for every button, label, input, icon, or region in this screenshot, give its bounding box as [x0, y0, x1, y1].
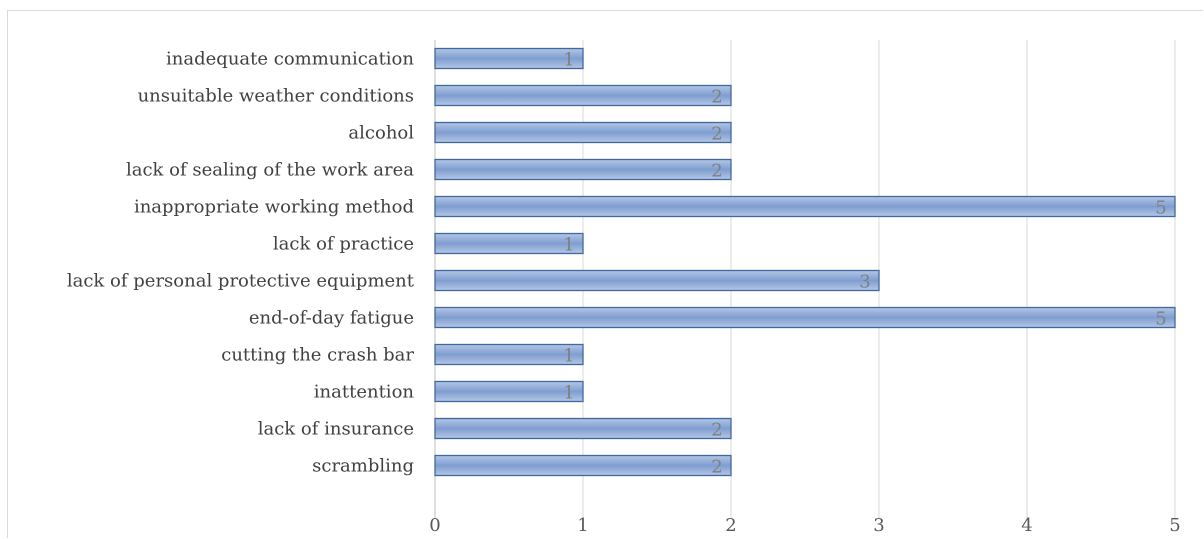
bar-8 — [434, 306, 1176, 329]
data-label: 1 — [563, 346, 574, 367]
bar-11 — [434, 417, 732, 440]
category-labels: inadequate communication unsuitable weath… — [67, 49, 415, 477]
category-label: lack of personal protective equipment — [67, 271, 415, 292]
category-label: inattention — [314, 382, 415, 403]
bar-5 — [434, 195, 1176, 218]
category-label: unsuitable weather conditions — [138, 86, 414, 107]
bar-12 — [434, 454, 732, 477]
data-label: 1 — [563, 235, 574, 256]
x-tick-label: 4 — [1021, 515, 1032, 536]
data-label: 5 — [1155, 309, 1166, 330]
bar-6 — [434, 232, 584, 255]
data-label: 2 — [711, 124, 722, 145]
x-tick-label: 5 — [1169, 515, 1180, 536]
category-label: inadequate communication — [166, 49, 414, 70]
x-tick-label: 2 — [725, 515, 736, 536]
bar-4 — [434, 158, 732, 181]
chart-frame — [7, 10, 1203, 538]
bar-1 — [434, 47, 584, 70]
category-label: end-of-day fatigue — [249, 308, 414, 329]
data-label: 2 — [711, 87, 722, 108]
bar-2 — [434, 84, 732, 107]
bar-9 — [434, 343, 584, 366]
data-label: 2 — [711, 457, 722, 478]
bar-7 — [434, 269, 880, 292]
category-label: cutting the crash bar — [221, 345, 414, 366]
bar-3 — [434, 121, 732, 144]
data-label: 2 — [711, 420, 722, 441]
category-label: inappropriate working method — [134, 197, 414, 218]
data-label: 1 — [563, 50, 574, 71]
x-axis-ticks: 0 1 2 3 4 5 — [429, 515, 1180, 536]
x-tick-label: 3 — [873, 515, 884, 536]
category-label: lack of insurance — [258, 419, 414, 440]
data-label: 5 — [1155, 198, 1166, 219]
x-tick-label: 1 — [577, 515, 588, 536]
category-label: scrambling — [312, 456, 414, 477]
category-label: lack of practice — [273, 234, 414, 255]
data-label: 2 — [711, 161, 722, 182]
data-label: 3 — [859, 272, 870, 293]
data-label: 1 — [563, 383, 574, 404]
x-tick-label: 0 — [429, 515, 440, 536]
category-label: alcohol — [348, 123, 414, 144]
bar-10 — [434, 380, 584, 403]
data-labels: 1 2 2 2 5 1 3 5 1 1 2 2 — [563, 50, 1166, 478]
category-label: lack of sealing of the work area — [126, 160, 414, 181]
bars — [434, 47, 1176, 477]
